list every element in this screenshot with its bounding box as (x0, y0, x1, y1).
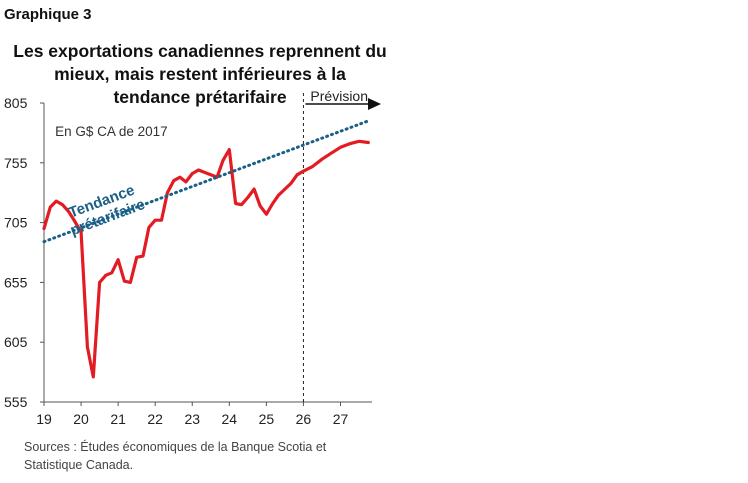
x-tick-label: 20 (73, 411, 89, 427)
figure-label: Graphique 3 (4, 6, 92, 23)
x-tick-label: 24 (222, 411, 238, 427)
y-tick-label: 655 (4, 274, 28, 290)
x-tick-label: 27 (333, 411, 349, 427)
unit-label: En G$ CA de 2017 (55, 124, 168, 139)
y-tick-label: 805 (4, 95, 28, 111)
forecast-label: Prévision (310, 88, 368, 104)
x-tick-label: 25 (259, 411, 275, 427)
x-tick-label: 21 (110, 411, 126, 427)
exports-line (42, 139, 370, 379)
x-tick-label: 19 (36, 411, 52, 427)
x-tick-label: 26 (296, 411, 312, 427)
trend-line (42, 119, 370, 244)
y-tick-label: 605 (4, 334, 28, 350)
chart-title-line: tendance prétarifaire (113, 87, 287, 107)
sources-line: Statistique Canada. (24, 458, 134, 472)
sources-note: Sources : Études économiques de la Banqu… (24, 438, 354, 474)
chart-marks (42, 93, 381, 402)
chart-title: Les exportations canadiennes reprennent … (0, 40, 400, 109)
y-tick-label: 555 (4, 394, 28, 410)
chart-title-line: mieux, mais restent inférieures à la (54, 64, 346, 84)
chart-labels: En G$ CA de 2017 Prévision Tendanceprétari… (55, 88, 368, 239)
x-tick-label: 22 (147, 411, 163, 427)
chart-axes: 555 605 655 705 755 805 19 20 21 22 23 24 25 26 27 (4, 95, 372, 427)
x-tick-label: 23 (184, 411, 200, 427)
chart-title-line: Les exportations canadiennes reprennent … (13, 41, 387, 61)
forecast-arrow-head (368, 98, 381, 110)
y-tick-label: 755 (4, 155, 28, 171)
y-tick-label: 705 (4, 215, 28, 231)
sources-line: Sources : Études économiques de la Banqu… (24, 440, 327, 454)
